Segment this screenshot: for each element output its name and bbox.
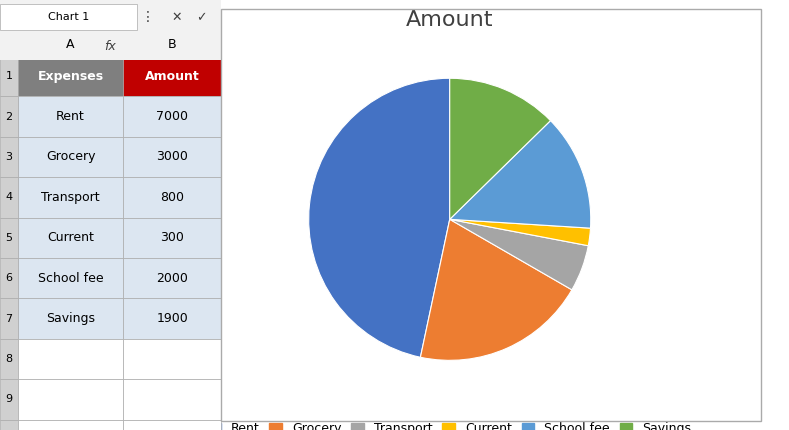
Bar [17, 32, 123, 56]
Bar [17, 177, 123, 218]
Bar [0, 56, 17, 96]
Text: 1: 1 [6, 71, 13, 81]
Title: Amount: Amount [406, 10, 493, 31]
Wedge shape [421, 219, 572, 360]
Text: Current: Current [47, 231, 94, 244]
Bar [0, 96, 17, 137]
Bar [123, 32, 221, 56]
Bar [0, 32, 221, 60]
Bar [0, 177, 17, 218]
Legend: Rent, Grocery, Transport, Current, School fee, Savings: Rent, Grocery, Transport, Current, Schoo… [208, 422, 691, 430]
Bar [0, 420, 17, 430]
Bar [123, 137, 221, 177]
Bar [123, 96, 221, 137]
Text: B: B [168, 37, 177, 51]
Bar [17, 218, 123, 258]
Bar [123, 339, 221, 379]
Bar [17, 379, 123, 420]
Wedge shape [450, 219, 589, 290]
Bar [0, 298, 17, 339]
Text: 9: 9 [6, 394, 13, 405]
Text: School fee: School fee [38, 272, 103, 285]
Bar [123, 420, 221, 430]
Bar [123, 258, 221, 298]
Text: A: A [66, 37, 75, 51]
Bar [123, 218, 221, 258]
Bar [123, 379, 221, 420]
Text: Transport: Transport [41, 191, 100, 204]
Bar [17, 96, 123, 137]
Text: 3: 3 [6, 152, 13, 162]
Text: Expenses: Expenses [37, 70, 103, 83]
Bar [17, 56, 123, 96]
Text: 3000: 3000 [156, 150, 188, 163]
Text: fx: fx [105, 40, 116, 52]
Bar [0, 339, 17, 379]
Bar [0, 4, 137, 30]
Bar [17, 420, 123, 430]
Wedge shape [450, 219, 590, 246]
Text: 300: 300 [160, 231, 184, 244]
Text: 2: 2 [6, 111, 13, 122]
Text: 5: 5 [6, 233, 13, 243]
Text: Grocery: Grocery [46, 150, 95, 163]
Text: 7: 7 [6, 313, 13, 324]
Bar [123, 298, 221, 339]
Text: 7000: 7000 [156, 110, 188, 123]
Bar [0, 379, 17, 420]
Text: 2000: 2000 [156, 272, 188, 285]
Bar [0, 0, 221, 34]
Text: ✕: ✕ [171, 11, 182, 24]
Text: 1900: 1900 [156, 312, 188, 325]
Wedge shape [450, 78, 551, 219]
Text: ✓: ✓ [196, 11, 206, 24]
Text: Chart 1: Chart 1 [48, 12, 89, 22]
Text: ⋮: ⋮ [141, 10, 155, 24]
Text: 800: 800 [160, 191, 184, 204]
Text: Rent: Rent [56, 110, 85, 123]
Bar [17, 137, 123, 177]
Bar [17, 339, 123, 379]
Text: Amount: Amount [144, 70, 200, 83]
Text: 6: 6 [6, 273, 13, 283]
Bar [123, 177, 221, 218]
Bar [17, 298, 123, 339]
Wedge shape [450, 121, 591, 228]
Text: 8: 8 [6, 354, 13, 364]
Bar [0, 32, 17, 56]
Text: Savings: Savings [46, 312, 95, 325]
Bar [17, 258, 123, 298]
Text: 4: 4 [6, 192, 13, 203]
Bar [0, 218, 17, 258]
Bar [0, 137, 17, 177]
Bar [0, 258, 17, 298]
Bar [123, 56, 221, 96]
Wedge shape [308, 78, 450, 357]
